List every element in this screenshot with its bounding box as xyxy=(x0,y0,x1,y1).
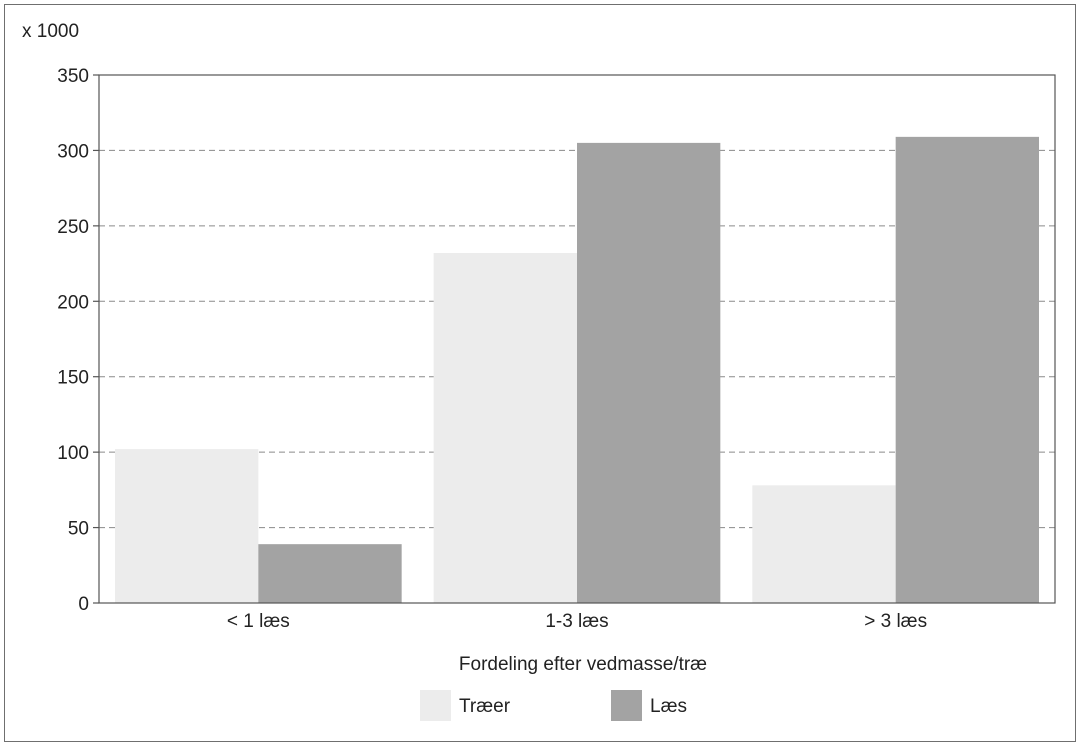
chart-frame xyxy=(4,4,1076,742)
unit-label: x 1000 xyxy=(22,21,79,42)
bar-træer-0 xyxy=(115,449,259,603)
bar-læs-0 xyxy=(258,544,402,603)
legend-swatch-træer xyxy=(420,690,451,721)
legend-label: Træer xyxy=(459,696,511,717)
x-axis-label: Fordeling efter vedmasse/træ xyxy=(459,654,707,675)
bars xyxy=(115,136,1039,604)
x-tick-label: < 1 læs xyxy=(227,611,290,632)
y-tick-label: 200 xyxy=(57,292,89,313)
bar-læs-2 xyxy=(895,136,1039,603)
y-tick-label: 350 xyxy=(57,66,89,87)
bar-træer-2 xyxy=(752,485,896,603)
bar-læs-1 xyxy=(577,142,721,603)
y-axis: 0 50 100 150 200 250 300 350 xyxy=(57,66,99,615)
x-axis: < 1 læs 1-3 læs > 3 læs xyxy=(227,611,927,632)
legend: Træer Læs xyxy=(420,690,687,721)
legend-label: Læs xyxy=(650,696,687,717)
y-tick-label: 50 xyxy=(68,519,89,540)
plot-area xyxy=(98,74,1056,604)
y-tick-label: 150 xyxy=(57,368,89,389)
y-tick-label: 250 xyxy=(57,217,89,238)
bar-træer-1 xyxy=(433,253,577,604)
y-tick-label: 100 xyxy=(57,443,89,464)
y-tick-label: 0 xyxy=(78,594,89,615)
x-tick-label: 1-3 læs xyxy=(545,611,608,632)
x-tick-label: > 3 læs xyxy=(864,611,927,632)
legend-swatch-læs xyxy=(611,690,642,721)
y-tick-label: 300 xyxy=(57,141,89,162)
